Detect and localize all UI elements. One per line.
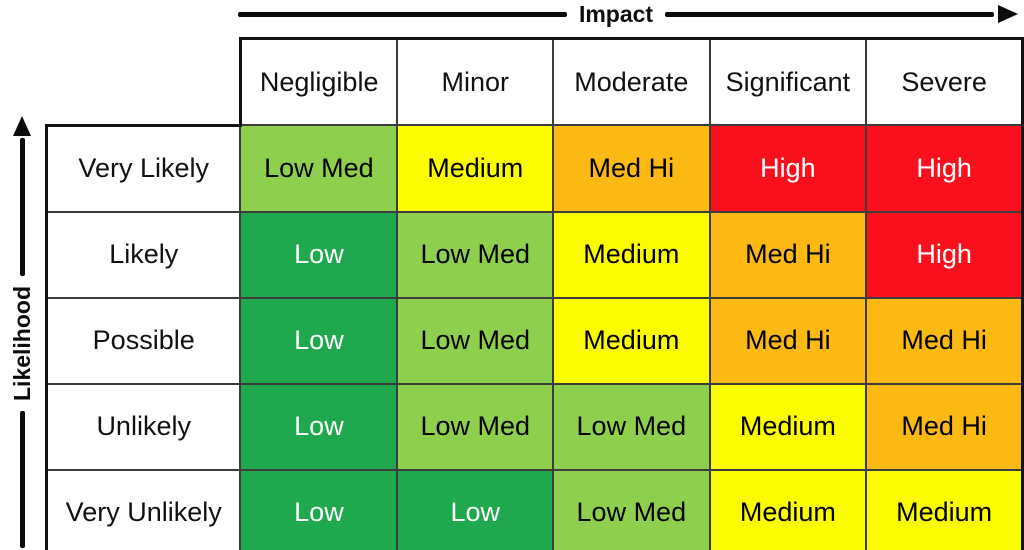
impact-axis-label: Impact	[578, 0, 654, 27]
matrix-cell: High	[708, 124, 868, 213]
matrix-cell: Med Hi	[865, 382, 1024, 471]
matrix-cell: Medium	[552, 210, 711, 299]
likelihood-axis-line-bottom	[19, 410, 25, 548]
impact-arrowhead-icon	[998, 5, 1019, 23]
column-header-minor: Minor	[396, 37, 555, 126]
column-header-significant: Significant	[708, 37, 868, 126]
matrix-row-likely: Likely Low Low Med Medium Med Hi High	[45, 210, 1024, 299]
matrix-cell: Low Med	[396, 382, 555, 471]
matrix-cell: Med Hi	[552, 124, 711, 213]
matrix-cell: Low	[396, 468, 555, 550]
matrix-cell: Medium	[396, 124, 555, 213]
matrix-cell: Low	[239, 210, 399, 299]
row-header-likely: Likely	[45, 210, 242, 299]
matrix-cell: Med Hi	[708, 210, 868, 299]
matrix-cell: Low Med	[396, 296, 555, 385]
row-header-possible: Possible	[45, 296, 242, 385]
matrix-cell: High	[865, 124, 1024, 213]
matrix-cell: Med Hi	[865, 296, 1024, 385]
matrix-cell: Low Med	[396, 210, 555, 299]
matrix-row-unlikely: Unlikely Low Low Med Low Med Medium Med …	[45, 382, 1024, 471]
matrix-cell: High	[865, 210, 1024, 299]
matrix-cell: Low	[239, 296, 399, 385]
matrix-cell: Low Med	[552, 468, 711, 550]
matrix-cell: Medium	[708, 468, 868, 550]
row-header-very-likely: Very Likely	[45, 123, 242, 213]
impact-axis-line-left	[238, 11, 567, 17]
matrix-cell: Low Med	[239, 124, 399, 213]
corner-cell	[46, 38, 241, 125]
matrix-cell: Low	[239, 468, 399, 550]
likelihood-axis: Likelihood	[6, 116, 38, 548]
matrix-row-very-likely: Very Likely Low Med Medium Med Hi High H…	[45, 123, 1024, 213]
matrix-cell: Low	[239, 382, 399, 471]
impact-axis-line-right	[665, 11, 995, 17]
column-header-negligible: Negligible	[238, 37, 399, 126]
matrix-cell: Low Med	[552, 382, 711, 471]
row-header-very-unlikely: Very Unlikely	[45, 468, 242, 550]
matrix-cell: Medium	[552, 296, 711, 385]
matrix-cell: Med Hi	[708, 296, 868, 385]
likelihood-axis-label: Likelihood	[8, 285, 35, 401]
likelihood-arrowhead-icon	[13, 116, 31, 136]
column-header-moderate: Moderate	[552, 37, 711, 126]
matrix-row-possible: Possible Low Low Med Medium Med Hi Med H…	[45, 296, 1024, 385]
risk-matrix-table: Negligible Minor Moderate Significant Se…	[45, 37, 1024, 550]
likelihood-axis-line-top	[19, 138, 25, 276]
column-header-severe: Severe	[865, 37, 1024, 126]
matrix-cell: Medium	[708, 382, 868, 471]
impact-axis: Impact	[238, 0, 1019, 27]
matrix-row-very-unlikely: Very Unlikely Low Low Low Med Medium Med…	[45, 468, 1024, 550]
row-header-unlikely: Unlikely	[45, 382, 242, 471]
header-row: Negligible Minor Moderate Significant Se…	[46, 37, 1024, 126]
matrix-cell: Medium	[865, 468, 1024, 550]
